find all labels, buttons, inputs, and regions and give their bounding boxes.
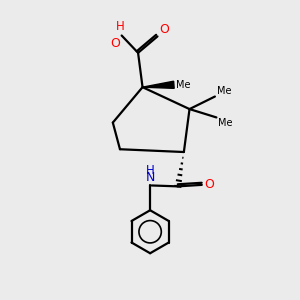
Text: H: H [146, 164, 154, 177]
Text: H: H [116, 20, 124, 33]
Text: Me: Me [176, 80, 191, 90]
Text: N: N [146, 171, 155, 184]
Text: O: O [160, 22, 170, 35]
Text: O: O [204, 178, 214, 191]
Text: Me: Me [217, 85, 232, 96]
Text: O: O [110, 37, 120, 50]
Polygon shape [142, 81, 174, 88]
Text: Me: Me [218, 118, 233, 128]
